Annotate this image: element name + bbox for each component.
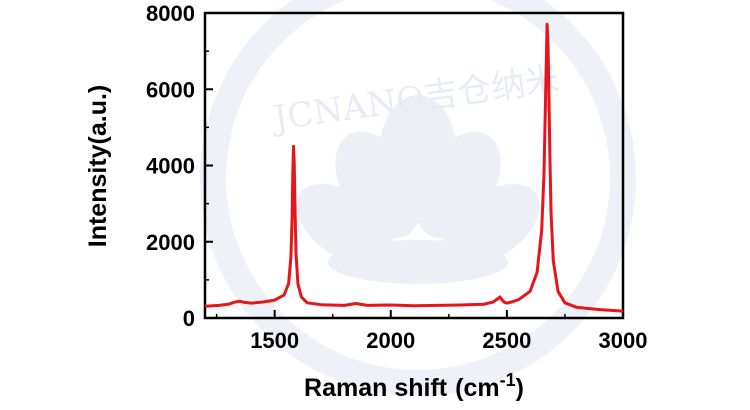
y-tick-label: 4000 — [146, 154, 195, 179]
x-tick-label: 1500 — [250, 328, 299, 353]
x-tick-label: 3000 — [599, 328, 648, 353]
y-tick-label: 2000 — [146, 230, 195, 255]
x-tick-label: 2000 — [366, 328, 415, 353]
y-tick-label: 6000 — [146, 77, 195, 102]
y-axis-title: Intensity(a.u.) — [84, 85, 112, 248]
x-axis-title: Raman shift (cm-1) — [304, 370, 524, 402]
watermark: JCNANO吉仓纳米 — [200, 0, 636, 396]
lotus-logo-icon — [296, 95, 540, 284]
y-tick-label: 8000 — [146, 1, 195, 26]
x-tick-label: 2500 — [482, 328, 531, 353]
raman-spectrum-line — [204, 22, 624, 313]
y-tick-label: 0 — [183, 306, 195, 331]
